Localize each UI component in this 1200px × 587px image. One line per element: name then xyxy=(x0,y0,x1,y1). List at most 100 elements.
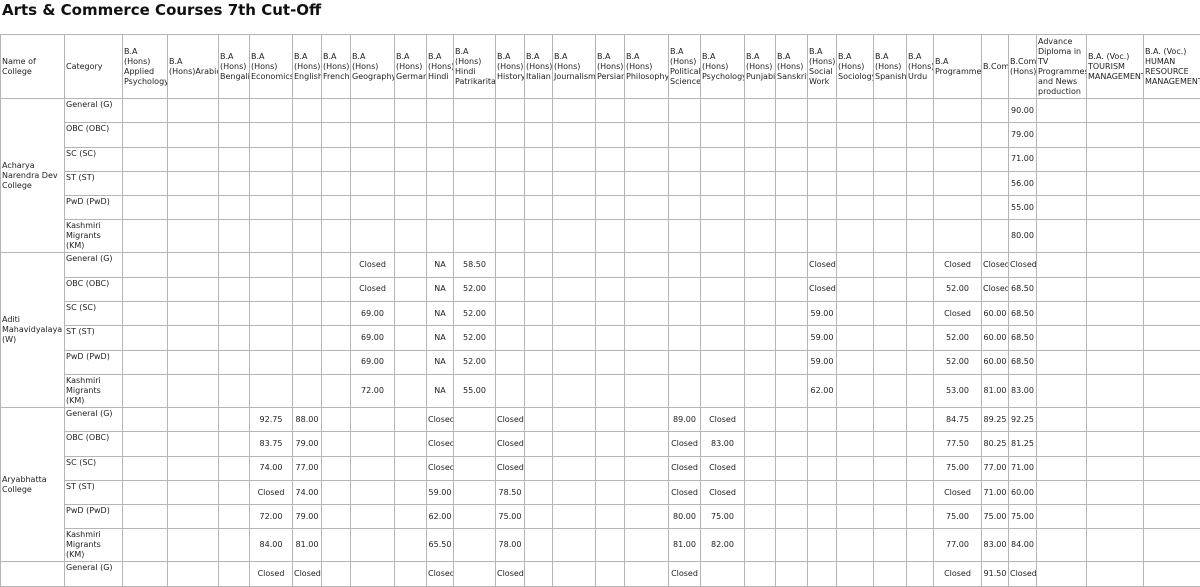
cutoff-cell: 62.00 xyxy=(427,505,454,529)
cutoff-cell xyxy=(168,505,219,529)
cutoff-cell xyxy=(596,220,625,253)
cutoff-cell xyxy=(553,99,596,123)
cutoff-cell: 79.00 xyxy=(293,505,322,529)
cutoff-cell: Closed xyxy=(1009,253,1037,277)
cutoff-cell xyxy=(596,196,625,220)
cutoff-cell: 71.00 xyxy=(982,480,1009,504)
cutoff-cell xyxy=(293,253,322,277)
cutoff-cell xyxy=(123,147,168,171)
cutoff-cell xyxy=(837,326,874,350)
cutoff-cell: 81.00 xyxy=(669,529,701,562)
cutoff-cell xyxy=(907,253,934,277)
cutoff-cell xyxy=(808,529,837,562)
cutoff-cell: Closed xyxy=(1009,562,1037,586)
cutoff-cell xyxy=(322,302,351,326)
cutoff-cell xyxy=(293,220,322,253)
cutoff-cell xyxy=(907,456,934,480)
cutoff-cell: 52.00 xyxy=(454,302,496,326)
cutoff-cell xyxy=(596,505,625,529)
cutoff-cell xyxy=(1144,147,1200,171)
cutoff-cell xyxy=(553,529,596,562)
cutoff-cell xyxy=(168,253,219,277)
cutoff-cell xyxy=(219,505,250,529)
cutoff-cell: 83.00 xyxy=(982,529,1009,562)
cutoff-cell xyxy=(596,529,625,562)
cutoff-cell xyxy=(745,253,776,277)
column-header: B.A (Hons) Geography xyxy=(351,35,395,99)
cutoff-cell xyxy=(1144,505,1200,529)
cutoff-cell: Closed xyxy=(669,480,701,504)
cutoff-cell xyxy=(745,480,776,504)
cutoff-cell: Closed xyxy=(427,456,454,480)
cutoff-cell: 75.00 xyxy=(1009,505,1037,529)
cutoff-cell: 55.00 xyxy=(454,374,496,407)
cutoff-cell: 81.00 xyxy=(982,374,1009,407)
cutoff-cell xyxy=(168,407,219,431)
cutoff-cell xyxy=(701,277,745,301)
cutoff-cell xyxy=(907,196,934,220)
category: OBC (OBC) xyxy=(65,277,123,301)
cutoff-cell xyxy=(837,99,874,123)
cutoff-cell xyxy=(776,456,808,480)
cutoff-cell xyxy=(427,220,454,253)
column-header: B.A. (Voc.) HUMAN RESOURCE MANAGEMENT xyxy=(1144,35,1200,99)
cutoff-cell xyxy=(808,220,837,253)
cutoff-cell xyxy=(322,350,351,374)
cutoff-cell xyxy=(293,171,322,195)
cutoff-cell xyxy=(168,147,219,171)
cutoff-cell: 59.00 xyxy=(808,302,837,326)
cutoff-cell xyxy=(553,171,596,195)
cutoff-cell: Closed xyxy=(496,407,525,431)
cutoff-cell xyxy=(395,432,427,456)
college-name: Acharya Narendra Dev College xyxy=(1,99,65,253)
cutoff-cell xyxy=(351,562,395,586)
cutoff-cell xyxy=(219,480,250,504)
cutoff-cell xyxy=(808,196,837,220)
cutoff-cell xyxy=(351,432,395,456)
cutoff-cell: NA xyxy=(427,350,454,374)
cutoff-cell xyxy=(168,277,219,301)
cutoff-cell: 83.00 xyxy=(701,432,745,456)
cutoff-cell xyxy=(625,480,669,504)
cutoff-cell xyxy=(351,220,395,253)
cutoff-cell xyxy=(808,407,837,431)
cutoff-cell xyxy=(701,374,745,407)
cutoff-cell xyxy=(553,480,596,504)
column-header: Name of College xyxy=(1,35,65,99)
cutoff-cell: 78.50 xyxy=(496,480,525,504)
cutoff-cell xyxy=(776,147,808,171)
cutoff-cell xyxy=(776,99,808,123)
cutoff-cell xyxy=(776,326,808,350)
cutoff-cell xyxy=(1087,529,1144,562)
cutoff-cell xyxy=(293,99,322,123)
cutoff-cell xyxy=(596,253,625,277)
cutoff-cell xyxy=(395,374,427,407)
cutoff-cell xyxy=(250,196,293,220)
cutoff-cell xyxy=(427,147,454,171)
cutoff-cell xyxy=(496,99,525,123)
cutoff-cell: 59.00 xyxy=(808,350,837,374)
page: Arts & Commerce Courses 7th Cut-Off Name… xyxy=(0,0,1200,556)
cutoff-cell: Closed xyxy=(934,302,982,326)
cutoff-cell xyxy=(553,302,596,326)
cutoff-cell xyxy=(123,562,168,586)
cutoff-cell xyxy=(874,456,907,480)
cutoff-cell xyxy=(351,196,395,220)
column-header: B.A (Hons) Applied Psychology xyxy=(123,35,168,99)
cutoff-cell xyxy=(553,147,596,171)
cutoff-cell xyxy=(525,456,553,480)
cutoff-cell xyxy=(745,196,776,220)
cutoff-cell: 92.25 xyxy=(1009,407,1037,431)
cutoff-cell xyxy=(525,123,553,147)
cutoff-cell xyxy=(982,99,1009,123)
cutoff-cell xyxy=(745,374,776,407)
cutoff-cell: Closed xyxy=(982,277,1009,301)
cutoff-cell xyxy=(219,99,250,123)
cutoff-cell xyxy=(219,253,250,277)
cutoff-cell xyxy=(395,480,427,504)
cutoff-cell xyxy=(874,529,907,562)
cutoff-cell xyxy=(1087,456,1144,480)
cutoff-cell xyxy=(837,123,874,147)
